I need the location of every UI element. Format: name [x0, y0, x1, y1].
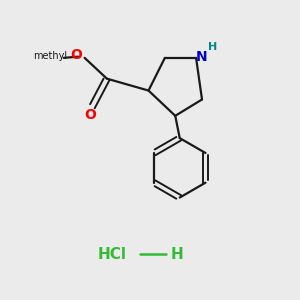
Text: N: N: [196, 50, 207, 64]
Text: methyl: methyl: [33, 51, 68, 61]
Text: H: H: [171, 247, 184, 262]
Text: O: O: [85, 108, 97, 122]
Text: O: O: [70, 49, 82, 62]
Text: HCl: HCl: [97, 247, 126, 262]
Text: H: H: [208, 42, 217, 52]
